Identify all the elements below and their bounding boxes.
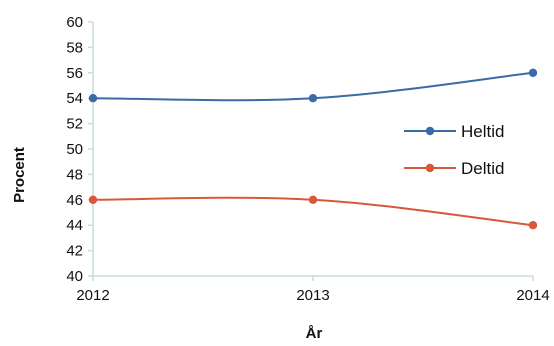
y-tick-label: 46 — [66, 192, 83, 209]
y-axis-ticks: 40 42 44 46 48 50 52 54 56 58 60 — [66, 14, 93, 285]
x-axis-title: År — [306, 325, 323, 342]
y-axis-title: Procent — [11, 147, 28, 203]
y-tick-label: 56 — [66, 65, 83, 82]
x-axis-ticks: 2012 2013 2014 — [76, 276, 550, 304]
data-point-heltid — [528, 68, 538, 78]
y-tick-label: 42 — [66, 243, 83, 260]
y-tick-label: 58 — [66, 39, 83, 56]
legend-marker-heltid — [425, 126, 435, 136]
data-point-deltid — [528, 221, 538, 230]
data-point-heltid — [308, 94, 318, 103]
y-tick-label: 44 — [66, 217, 83, 234]
series-layer — [88, 68, 538, 230]
data-point-heltid — [88, 94, 98, 103]
y-tick-label: 52 — [66, 116, 83, 133]
legend-label-deltid: Deltid — [461, 159, 504, 178]
y-tick-label: 50 — [66, 141, 83, 158]
y-tick-label: 54 — [66, 90, 83, 107]
y-tick-label: 60 — [66, 14, 83, 31]
y-tick-label: 40 — [66, 268, 83, 285]
x-tick-label: 2013 — [296, 287, 329, 304]
data-point-deltid — [88, 195, 98, 204]
legend: Heltid Deltid — [404, 122, 504, 178]
legend-label-heltid: Heltid — [461, 122, 504, 141]
data-point-deltid — [308, 195, 318, 204]
y-tick-label: 48 — [66, 166, 83, 183]
x-tick-label: 2012 — [76, 287, 109, 304]
legend-marker-deltid — [425, 163, 435, 173]
x-tick-label: 2014 — [516, 287, 549, 304]
